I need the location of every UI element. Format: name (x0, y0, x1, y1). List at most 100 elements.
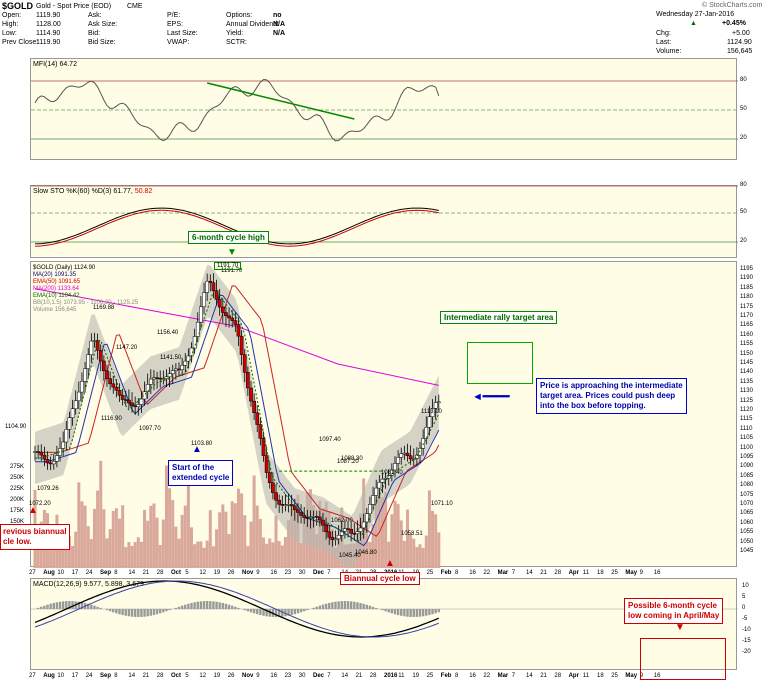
prev-low-arrow-icon: ▲ (28, 505, 38, 516)
macd-hist-bar (315, 606, 318, 609)
macd-hist-bar (61, 601, 65, 609)
macd-hist-bar (268, 609, 271, 617)
volume-bar (186, 481, 190, 568)
x-tick-label: 28 (369, 673, 377, 679)
volume-bar (71, 545, 75, 568)
x-tick-label: 12 (199, 673, 207, 679)
candle-body (73, 400, 78, 409)
macd-hist-bar (121, 609, 124, 616)
candle-body (174, 368, 178, 371)
macd-hist-bar (118, 609, 121, 615)
macd-hist-bar (152, 609, 156, 616)
biannual-arrow-icon: ▲ (385, 558, 395, 569)
quote-field-value: no (273, 12, 282, 19)
macd-hist-bar (112, 609, 115, 613)
macd-hist-bar (262, 609, 265, 616)
price-label: 1156.40 (157, 330, 179, 336)
macd-hist-bar (249, 609, 253, 613)
x-tick-label: 22 (483, 570, 491, 576)
candle-body (289, 504, 294, 507)
macd-hist-bar (190, 602, 193, 609)
macd-hist-bar (143, 609, 146, 617)
volume-bar (211, 546, 215, 568)
macd-hist-bar (318, 605, 322, 609)
macd-hist-bar (296, 609, 300, 614)
macd-hist-bar (349, 601, 353, 609)
candle-body (343, 528, 347, 532)
volume-bar (368, 541, 372, 568)
candle-body (271, 482, 275, 493)
x-tick-label: 11 (582, 673, 590, 679)
macd-hist-bar (184, 604, 187, 609)
quote-field-value: 1114.90 (36, 30, 61, 37)
candle-body (227, 315, 231, 319)
macd-hist-bar (146, 609, 149, 617)
price-tick-label: 1150 (740, 350, 753, 357)
price-label: 1045.40 (339, 553, 361, 559)
candle-body (127, 399, 131, 404)
candle-body (236, 324, 241, 337)
candle-body (346, 528, 350, 530)
volume-bar (271, 542, 275, 568)
price-plot (33, 265, 441, 569)
x-tick-label: 19 (412, 673, 420, 679)
candle-body (36, 451, 40, 453)
candle-body (183, 360, 188, 366)
macd-hist-bar (406, 609, 409, 617)
macd-hist-bar (234, 606, 237, 609)
macd-axis: 10 5 0 -5 -10 -15 -20 (738, 578, 765, 670)
macd-hist-bar (434, 609, 437, 614)
macd-tick-label: -15 (742, 638, 751, 644)
volume-bar (236, 488, 240, 568)
price-label: 1147.20 (116, 345, 138, 351)
volume-bar (64, 536, 68, 568)
macd-hist-bar (321, 604, 325, 609)
x-tick-label: 14 (128, 570, 136, 576)
macd-hist-bar (331, 602, 334, 609)
sto-axis: 80 50 20 (738, 182, 765, 258)
date: Wednesday 27-Jan-2016 (656, 11, 735, 18)
x-tick-label: 8 (455, 673, 459, 679)
legend-item: EMA(50) 1091.65 (33, 279, 81, 285)
volume-bar (92, 508, 96, 568)
macd-hist-bar (187, 603, 190, 609)
x-tick-label: 25 (611, 570, 618, 576)
volume-bar (133, 541, 137, 568)
candle-body (61, 441, 66, 449)
macd-hist-bar (409, 609, 412, 617)
volume-bar (52, 541, 56, 568)
x-tick-label: 24 (85, 673, 93, 679)
price-label: 1097.70 (139, 426, 161, 432)
price-tick-label: 1170 (740, 313, 753, 319)
macd-hist-bar (421, 609, 425, 617)
sto-label: Slow STO %K(60) %D(3) 61.77, 50.82 (33, 188, 152, 196)
x-tick-label: 23 (284, 570, 292, 576)
candle-body (164, 376, 169, 379)
volume-bar (161, 519, 165, 568)
x-tick-label: 27 (29, 673, 36, 679)
price-label: 1169.88 (93, 305, 115, 311)
sto-panel: Slow STO %K(60) %D(3) 61.77, 50.82 (30, 185, 738, 258)
volume-bar (102, 509, 106, 568)
macd-hist-bar (299, 609, 303, 613)
x-tick-label: Aug (43, 673, 55, 679)
candle-body (389, 469, 394, 476)
macd-hist-bar (49, 603, 52, 609)
x-tick-label: 21 (142, 673, 150, 679)
legend-item: Volume 156,645 (33, 307, 77, 313)
macd-hist-bar (312, 607, 315, 609)
candle-body (80, 381, 84, 393)
candle-body (333, 538, 338, 541)
x-tick-label: 30 (298, 570, 306, 576)
macd-hist-bar (425, 609, 428, 616)
macd-hist-bar (105, 609, 109, 611)
x-tick-label: 7 (511, 570, 516, 576)
x-tick-label: 9 (256, 570, 260, 576)
x-tick-label: 21 (142, 570, 150, 576)
x-tick-label: 16 (469, 673, 476, 679)
price-tick-label: 1055 (740, 529, 754, 536)
price-tick-label: 1180 (740, 294, 753, 301)
volume-bar (240, 493, 244, 568)
price-label: 1097.40 (319, 437, 341, 443)
x-tick-label: 7 (511, 673, 516, 679)
